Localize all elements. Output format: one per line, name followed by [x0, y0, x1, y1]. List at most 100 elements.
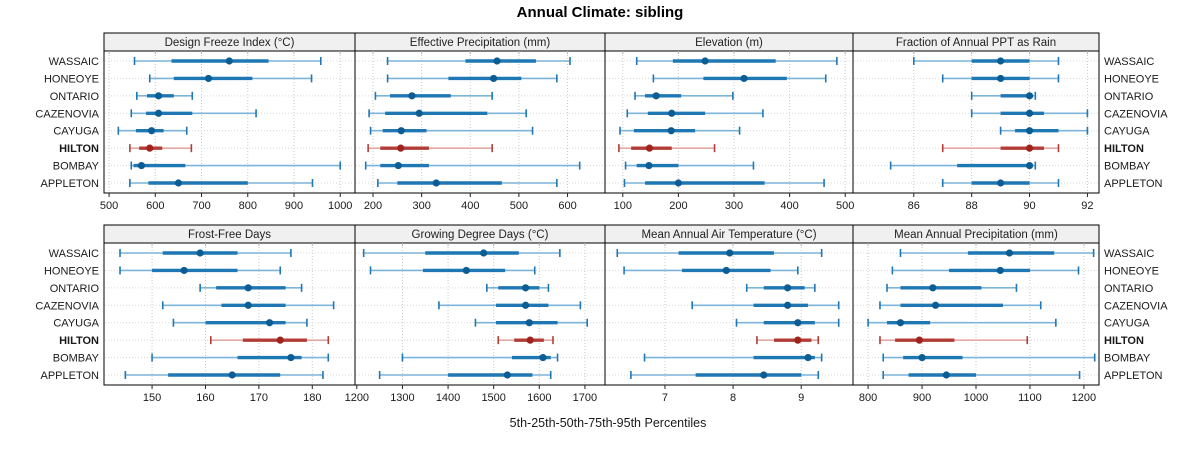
median-dot [794, 319, 802, 327]
percentile-row-appleton [129, 179, 314, 187]
panel-growing-degree-days-c: Growing Degree Days (°C) 1200 1300 1400 1500… [345, 224, 606, 404]
panel-title: Design Freeze Index (°C) [165, 37, 295, 49]
percentile-row-hilton [367, 144, 493, 153]
panel-elevation-m: Elevation (m) 100 200 300 400 500 [604, 32, 854, 212]
percentile-row-honeoye [623, 266, 799, 275]
median-dot [997, 179, 1005, 187]
percentile-row-cazenovia [691, 301, 840, 310]
axis-tick-label: 150 [143, 392, 161, 404]
site-label-left: HONEOYE [44, 265, 99, 277]
site-label-left: WASSAIC [49, 248, 99, 260]
median-dot [915, 336, 923, 344]
median-dot [918, 353, 926, 362]
site-label-right: HILTON [1104, 143, 1144, 155]
axis-tick-label: 300 [725, 200, 743, 212]
site-label-right: WASSAIC [1104, 56, 1154, 68]
site-label-right: ONTARIO [1104, 283, 1154, 295]
panel-title: Mean Annual Precipitation (mm) [894, 229, 1058, 241]
percentile-row-cayuga [172, 318, 308, 327]
median-dot [942, 371, 950, 379]
axis-tick-label: 600 [558, 200, 576, 212]
median-dot [1005, 249, 1014, 257]
site-label-right: APPLETON [1104, 370, 1163, 382]
percentile-row-ontario [745, 283, 816, 292]
axis-tick-label: 900 [913, 392, 931, 404]
site-label-left: HILTON [59, 143, 99, 155]
percentile-row-bombay [364, 161, 581, 170]
axis-tick-label: 600 [146, 200, 164, 212]
median-dot [645, 161, 653, 170]
site-label-right: CAYUGA [1104, 126, 1150, 138]
site-label-left: CAZENOVIA [35, 108, 99, 120]
axis-tick-label: 500 [510, 200, 528, 212]
page-title: Annual Climate: sibling [516, 4, 684, 21]
median-dot [760, 371, 768, 379]
median-dot [668, 109, 676, 117]
axis-tick-label: 400 [780, 200, 798, 212]
panel-plot-area [604, 242, 854, 386]
percentile-row-appleton [378, 371, 552, 379]
percentile-row-cazenovia [161, 301, 335, 310]
percentile-row-wassaic [386, 57, 571, 65]
percentile-row-wassaic [119, 249, 292, 257]
median-dot [493, 57, 501, 65]
site-label-right: CAZENOVIA [1104, 300, 1168, 312]
median-dot [244, 284, 252, 292]
median-dot [525, 319, 533, 327]
percentile-row-ontario [970, 91, 1037, 100]
panel-title: Growing Degree Days (°C) [412, 229, 549, 241]
median-dot [462, 266, 470, 275]
median-dot [265, 319, 274, 327]
percentile-row-hilton [497, 336, 554, 345]
percentile-row-wassaic [133, 57, 322, 65]
axis-tick-label: 1500 [481, 392, 505, 404]
panel-frost-free-days: Frost-Free Days 150 160 170 180 [103, 224, 356, 404]
panel-plot-area [354, 50, 606, 194]
site-label-right: HONEOYE [1104, 265, 1159, 277]
percentile-row-ontario [886, 283, 1018, 292]
axis-tick-label: 1400 [436, 392, 460, 404]
percentile-row-cayuga [867, 318, 1057, 327]
median-dot [394, 161, 402, 170]
percentile-row-wassaic [899, 249, 1095, 257]
median-dot [652, 92, 660, 100]
percentile-row-hilton [129, 144, 193, 153]
median-dot [180, 266, 188, 275]
median-dot [204, 74, 213, 83]
median-dot [432, 179, 440, 187]
panel-plot-area [354, 242, 606, 386]
median-dot [674, 179, 682, 187]
median-dot [276, 336, 284, 344]
median-dot [896, 319, 905, 327]
median-dot [196, 249, 204, 257]
percentile-row-honeoye [119, 266, 282, 275]
median-dot [539, 353, 547, 362]
percentile-row-hilton [879, 336, 1029, 345]
site-label-right: CAYUGA [1104, 318, 1150, 330]
panel-effective-precipitation-mm: Effective Precipitation (mm) 200 300 400 500… [354, 32, 606, 212]
site-label-left: ONTARIO [50, 283, 100, 295]
median-dot [415, 109, 423, 117]
median-dot [997, 74, 1005, 83]
percentile-row-appleton [941, 179, 1060, 187]
axis-tick-label: 1000 [328, 200, 352, 212]
axis-tick-label: 400 [461, 200, 479, 212]
percentile-row-bombay [643, 353, 823, 362]
site-label-right: APPLETON [1104, 178, 1163, 190]
site-label-left: ONTARIO [50, 91, 100, 103]
median-dot [996, 266, 1004, 275]
percentile-row-bombay [889, 161, 1037, 170]
site-label-left: HILTON [59, 335, 99, 347]
site-label-left: CAYUGA [53, 318, 99, 330]
axis-tick-label: 500 [836, 200, 854, 212]
percentile-row-appleton [623, 179, 825, 187]
median-dot [722, 266, 730, 275]
median-dot [740, 74, 748, 83]
site-label-right: CAZENOVIA [1104, 108, 1168, 120]
panel-plot-area [103, 50, 356, 194]
site-label-right: HONEOYE [1104, 73, 1159, 85]
site-label-right: HILTON [1104, 335, 1144, 347]
axis-tick-label: 92 [1081, 200, 1093, 212]
percentile-row-cazenovia [879, 301, 1042, 310]
median-dot [503, 371, 511, 379]
